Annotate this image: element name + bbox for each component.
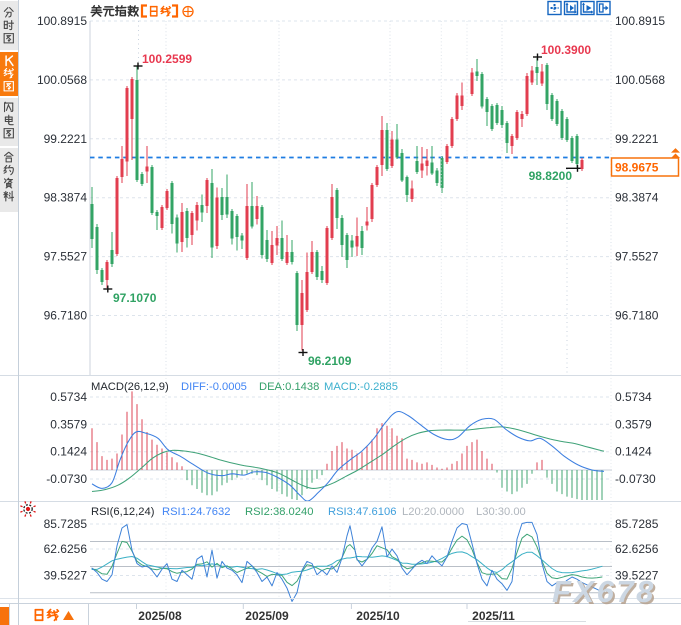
svg-text:98.9675: 98.9675: [615, 161, 659, 175]
svg-text:96.2109: 96.2109: [308, 354, 352, 368]
svg-text:FX678: FX678: [554, 576, 658, 611]
svg-text:96.7180: 96.7180: [44, 309, 88, 323]
svg-text:100.8915: 100.8915: [615, 14, 665, 28]
svg-text:99.2221: 99.2221: [44, 132, 88, 146]
svg-text:MACD(26,12,9): MACD(26,12,9): [91, 381, 169, 393]
svg-text:0.5734: 0.5734: [50, 390, 87, 404]
svg-text:2025/08: 2025/08: [138, 609, 182, 623]
svg-text:100.0568: 100.0568: [615, 73, 665, 87]
svg-text:RSI2:38.0240: RSI2:38.0240: [245, 506, 313, 518]
svg-text:0.1424: 0.1424: [50, 445, 87, 459]
svg-text:-0.0730: -0.0730: [46, 472, 87, 486]
svg-text:L30:30.00: L30:30.00: [476, 506, 526, 518]
svg-text:62.6256: 62.6256: [615, 542, 659, 556]
svg-text:100.0568: 100.0568: [37, 73, 87, 87]
svg-text:98.3874: 98.3874: [44, 191, 88, 205]
svg-text:39.5227: 39.5227: [44, 569, 88, 583]
svg-text:62.6256: 62.6256: [44, 542, 88, 556]
svg-text:RSI(6,12,24): RSI(6,12,24): [91, 506, 155, 518]
svg-text:FX678: FX678: [552, 574, 656, 609]
svg-text:RSI1:24.7632: RSI1:24.7632: [162, 506, 230, 518]
svg-text:0.3579: 0.3579: [615, 417, 652, 431]
svg-text:96.7180: 96.7180: [615, 309, 659, 323]
svg-text:0.3579: 0.3579: [50, 417, 87, 431]
svg-text:0.1424: 0.1424: [615, 445, 652, 459]
svg-text:L20:20.0000: L20:20.0000: [402, 506, 464, 518]
svg-text:98.3874: 98.3874: [615, 191, 659, 205]
svg-text:99.2221: 99.2221: [615, 132, 659, 146]
svg-text:2025/10: 2025/10: [356, 609, 400, 623]
svg-text:2025/09: 2025/09: [245, 609, 289, 623]
svg-text:0.5734: 0.5734: [615, 390, 652, 404]
svg-text:MACD:-0.2885: MACD:-0.2885: [324, 381, 398, 393]
svg-text:85.7285: 85.7285: [615, 517, 659, 531]
svg-text:97.5527: 97.5527: [44, 250, 88, 264]
svg-text:100.3900: 100.3900: [541, 43, 591, 57]
svg-text:85.7285: 85.7285: [44, 517, 88, 531]
svg-text:-0.0730: -0.0730: [615, 472, 656, 486]
svg-text:2025/11: 2025/11: [472, 609, 515, 623]
svg-text:100.2599: 100.2599: [142, 52, 192, 66]
svg-text:39.5227: 39.5227: [615, 569, 659, 583]
svg-text:97.1070: 97.1070: [113, 291, 157, 305]
svg-text:DEA:0.1438: DEA:0.1438: [259, 381, 319, 393]
svg-text:97.5527: 97.5527: [615, 250, 659, 264]
svg-text:100.8915: 100.8915: [37, 14, 87, 28]
svg-text:RSI3:47.6106: RSI3:47.6106: [328, 506, 396, 518]
svg-text:DIFF:-0.0005: DIFF:-0.0005: [181, 381, 247, 393]
svg-text:98.8200: 98.8200: [529, 169, 573, 183]
